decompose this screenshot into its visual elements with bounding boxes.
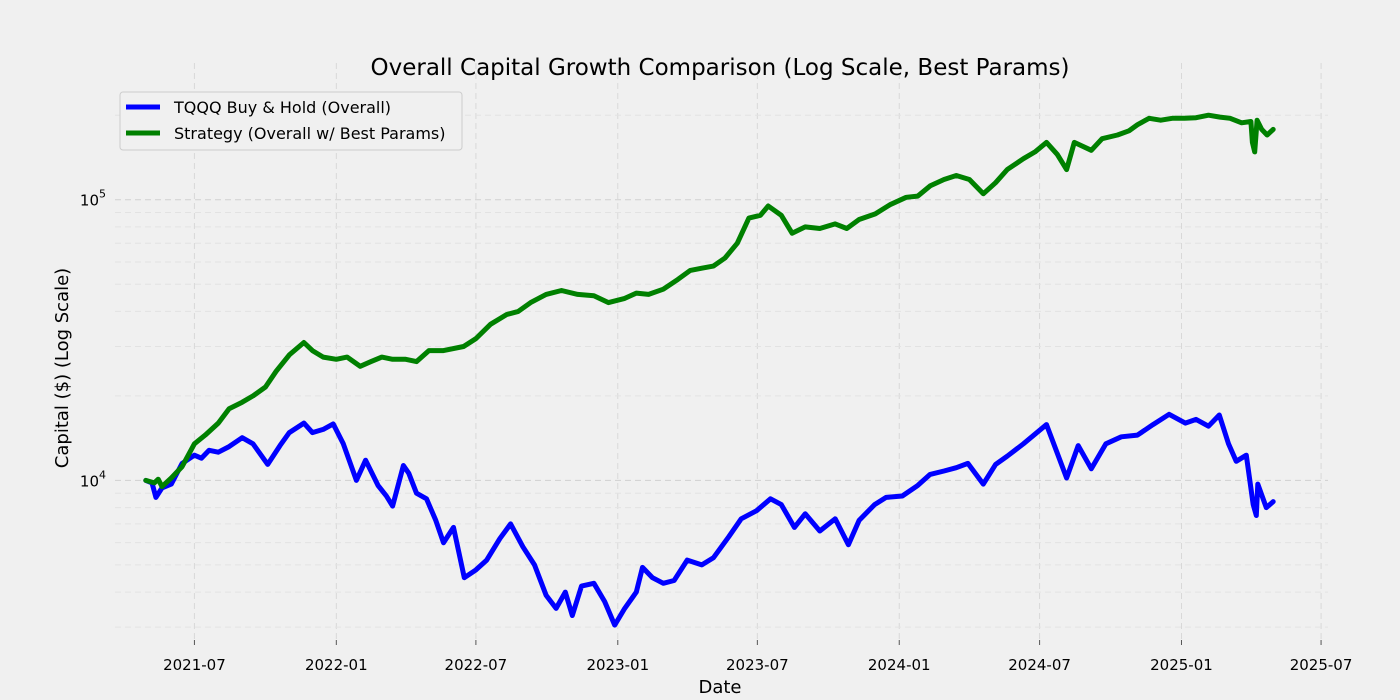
x-tick-label: 2022-07 <box>445 656 508 674</box>
x-tick-label: 2025-07 <box>1290 656 1353 674</box>
series-line-tqqq <box>143 411 1276 628</box>
series-lines <box>143 112 1276 628</box>
x-tick-label: 2022-01 <box>305 656 368 674</box>
legend-label-tqqq: TQQQ Buy & Hold (Overall) <box>173 98 391 117</box>
chart-title: Overall Capital Growth Comparison (Log S… <box>371 55 1070 81</box>
y-tick-exponent: 5 <box>99 188 106 201</box>
legend: TQQQ Buy & Hold (Overall) Strategy (Over… <box>119 91 463 151</box>
legend-label-strategy: Strategy (Overall w/ Best Params) <box>174 124 446 143</box>
x-tick-label: 2023-01 <box>586 656 649 674</box>
x-tick-label: 2024-01 <box>868 656 931 674</box>
y-axis-label: Capital ($) (Log Scale) <box>52 268 73 468</box>
y-tick-exponent: 4 <box>99 468 106 481</box>
legend-frame <box>119 91 463 151</box>
y-tick-base: 10 <box>80 472 99 490</box>
axis-ticks: 2021-07 2022-01 2022-07 2023-01 2023-07 2024-… <box>80 188 1352 674</box>
x-tick-label: 2024-07 <box>1008 656 1071 674</box>
y-tick-label: 105 <box>80 188 106 210</box>
series-line-strategy <box>143 112 1276 490</box>
x-tick-label: 2023-07 <box>726 656 789 674</box>
x-axis-label: Date <box>698 677 741 698</box>
x-tick-label: 2025-01 <box>1150 656 1213 674</box>
y-tick-base: 10 <box>80 192 99 210</box>
x-tick-label: 2021-07 <box>163 656 226 674</box>
y-tick-label: 104 <box>80 468 106 490</box>
